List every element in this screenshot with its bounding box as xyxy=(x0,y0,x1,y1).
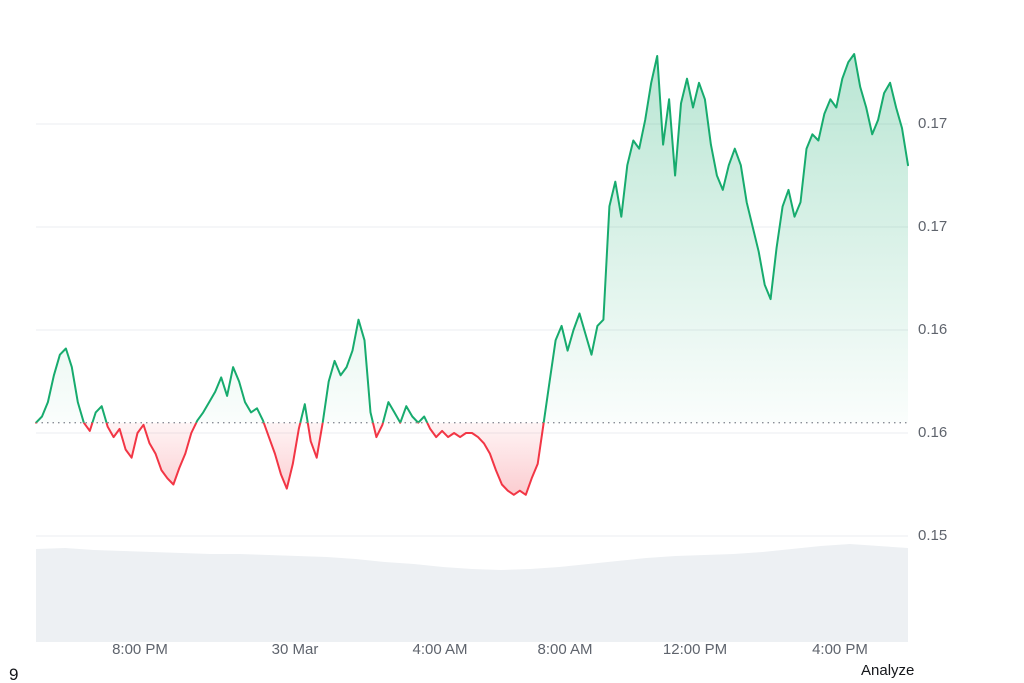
price-chart-region[interactable] xyxy=(0,0,1024,642)
x-axis-label: 4:00 PM xyxy=(812,641,868,658)
y-axis-label: 0.17 xyxy=(918,218,948,235)
price-area-down xyxy=(83,422,544,495)
volume-area xyxy=(36,544,908,642)
y-axis-label: 0.16 xyxy=(918,321,948,338)
y-axis-label: 0.17 xyxy=(918,115,948,132)
x-axis-label: 12:00 PM xyxy=(662,641,728,658)
analyze-button[interactable]: Analyze xyxy=(861,662,915,679)
x-axis-label: 8:00 PM xyxy=(112,641,168,658)
price-area-up xyxy=(36,54,908,423)
x-axis-label: 4:00 AM xyxy=(412,641,468,658)
y-axis-label: 0.16 xyxy=(918,424,948,441)
x-axis-label: 30 Mar xyxy=(271,641,319,658)
price-line-down xyxy=(35,422,545,496)
price-line-up xyxy=(35,53,909,423)
x-axis-label: 8:00 AM xyxy=(537,641,593,658)
footer-left-text: 9 xyxy=(9,665,19,683)
y-axis-label: 0.15 xyxy=(918,527,948,544)
